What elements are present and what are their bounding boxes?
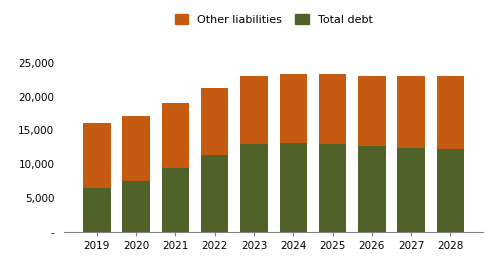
Bar xyxy=(358,146,386,232)
Bar xyxy=(162,103,189,168)
Bar xyxy=(240,144,268,232)
Bar xyxy=(397,148,425,232)
Bar xyxy=(319,144,346,232)
Bar xyxy=(437,149,464,232)
Bar xyxy=(240,76,268,144)
Bar xyxy=(201,88,228,156)
Bar xyxy=(162,168,189,232)
Bar xyxy=(83,123,110,188)
Legend: Other liabilities, Total debt: Other liabilities, Total debt xyxy=(175,14,372,25)
Bar xyxy=(83,188,110,232)
Bar xyxy=(122,116,150,181)
Bar xyxy=(319,74,346,144)
Bar xyxy=(122,181,150,232)
Bar xyxy=(437,76,464,149)
Bar xyxy=(280,143,307,232)
Bar xyxy=(358,76,386,146)
Bar xyxy=(201,156,228,232)
Bar xyxy=(280,73,307,143)
Bar xyxy=(397,76,425,148)
